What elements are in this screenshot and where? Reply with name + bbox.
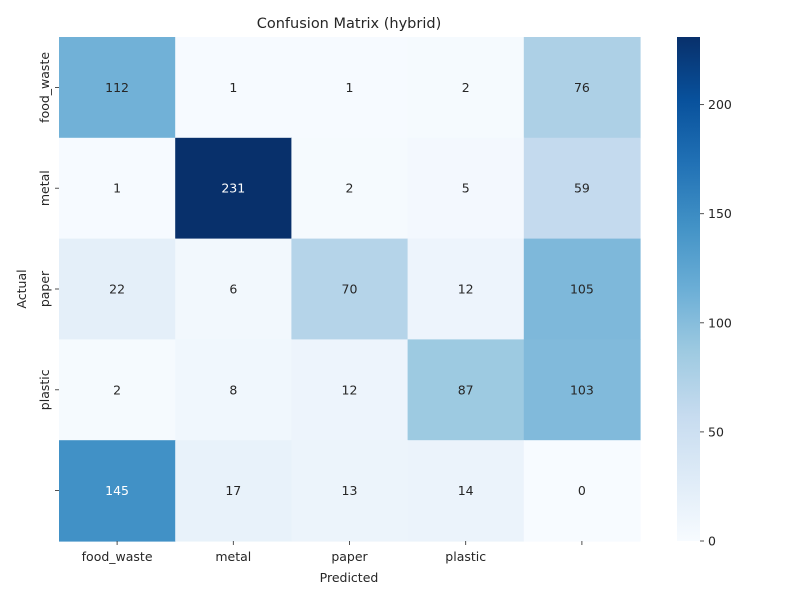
x-tick-label: metal xyxy=(215,549,251,564)
cell-value-label: 22 xyxy=(109,282,125,297)
cell-value-label: 1 xyxy=(113,181,121,196)
heatmap-cell xyxy=(407,137,525,240)
heatmap-cell xyxy=(175,238,292,340)
heatmap-cell xyxy=(523,238,641,340)
cell-value-label: 145 xyxy=(105,483,129,498)
heatmap-cell xyxy=(291,238,409,340)
heatmap-cell xyxy=(59,238,176,340)
cell-value-label: 1 xyxy=(229,80,237,95)
y-tick-label: metal xyxy=(37,170,52,206)
heatmap-cell xyxy=(59,440,176,542)
x-tick-label: paper xyxy=(331,549,368,564)
cell-value-label: 87 xyxy=(458,382,474,397)
colorbar-tick-label: 100 xyxy=(708,315,732,330)
heatmap-cell xyxy=(175,339,292,441)
cell-value-label: 0 xyxy=(578,483,586,498)
y-axis-label: Actual xyxy=(14,269,29,308)
heatmap-cell xyxy=(407,238,525,340)
cell-value-label: 8 xyxy=(229,382,237,397)
cell-value-label: 14 xyxy=(458,483,474,498)
cell-value-label: 2 xyxy=(346,181,354,196)
heatmap-cell xyxy=(175,37,292,139)
cell-value-label: 5 xyxy=(462,181,470,196)
heatmap-cell xyxy=(291,440,409,542)
cell-value-label: 2 xyxy=(462,80,470,95)
heatmap-cell xyxy=(291,339,409,441)
cell-value-label: 231 xyxy=(221,181,245,196)
heatmap-cell xyxy=(407,37,525,139)
cell-value-label: 12 xyxy=(458,282,474,297)
heatmap-cell xyxy=(59,37,176,139)
y-tick-label: paper xyxy=(37,270,52,307)
heatmap-cell xyxy=(59,137,176,240)
heatmap-cell xyxy=(175,440,292,542)
cell-value-label: 1 xyxy=(346,80,354,95)
cell-value-label: 112 xyxy=(105,80,129,95)
cell-value-label: 2 xyxy=(113,382,121,397)
heatmap-cell xyxy=(59,339,176,441)
heatmap-cell xyxy=(523,440,641,542)
x-axis-label: Predicted xyxy=(320,570,379,585)
heatmap-cell xyxy=(523,137,641,240)
colorbar xyxy=(677,37,700,541)
heatmap-cell xyxy=(407,440,525,542)
heatmap-cell xyxy=(523,339,641,441)
y-tick-label: food_waste xyxy=(37,52,52,123)
cell-value-label: 12 xyxy=(342,382,358,397)
cell-value-label: 13 xyxy=(342,483,358,498)
cell-value-label: 105 xyxy=(570,282,594,297)
heatmap-cell xyxy=(407,339,525,441)
x-tick-label: food_waste xyxy=(82,549,153,564)
y-tick-label: plastic xyxy=(37,369,52,410)
colorbar-tick-label: 150 xyxy=(708,206,732,221)
x-tick-label: plastic xyxy=(445,549,486,564)
colorbar-tick-label: 50 xyxy=(708,424,724,439)
heatmap-cell xyxy=(523,37,641,139)
cell-value-label: 103 xyxy=(570,382,594,397)
heatmap-cell xyxy=(291,37,409,139)
colorbar-tick-label: 0 xyxy=(708,534,716,549)
cell-value-label: 76 xyxy=(574,80,590,95)
cell-value-label: 17 xyxy=(225,483,241,498)
heatmap-cell xyxy=(291,137,409,240)
cell-value-label: 6 xyxy=(229,282,237,297)
chart-title: Confusion Matrix (hybrid) xyxy=(257,16,441,32)
colorbar-tick-label: 200 xyxy=(708,97,732,112)
cell-value-label: 59 xyxy=(574,181,590,196)
cell-value-label: 70 xyxy=(342,282,358,297)
x-axis-ticks: food_waste metal paper plastic xyxy=(82,541,583,564)
heatmap-cell xyxy=(175,137,292,240)
colorbar-ticks: 0 50 100 150 200 xyxy=(700,97,732,549)
